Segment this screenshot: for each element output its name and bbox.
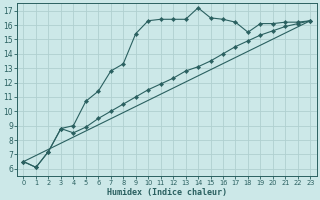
- X-axis label: Humidex (Indice chaleur): Humidex (Indice chaleur): [107, 188, 227, 197]
